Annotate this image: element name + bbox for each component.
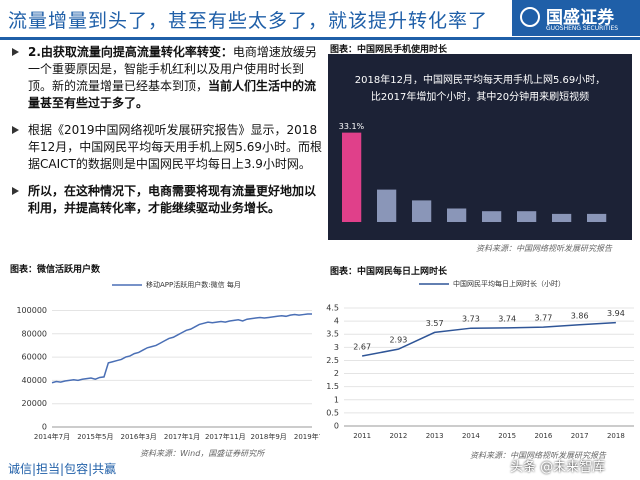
y-tick-label: 3.5 xyxy=(326,330,339,339)
line xyxy=(361,321,616,357)
data-label: 3.86 xyxy=(571,311,589,320)
bar xyxy=(517,211,537,222)
footer: 诚信|担当|包容|共赢 xyxy=(8,462,117,476)
y-tick-label: 2 xyxy=(334,369,339,378)
logo: 国盛证券 GUOSHENG SECURITIES xyxy=(512,0,640,36)
y-tick-label: 0.5 xyxy=(326,408,339,417)
bar xyxy=(447,208,467,222)
data-label: 2.67 xyxy=(353,342,371,351)
x-tick-label: 2015 xyxy=(498,432,516,440)
logo-text: 国盛证券 xyxy=(546,8,614,28)
text: 2.由获取流量向提高流量转化率转变： xyxy=(28,45,233,59)
y-tick-label: 80000 xyxy=(22,329,47,338)
bullets: 2.由获取流量向提高流量转化率转变：电商增速放缓另一个重要原因是，智能手机红利以… xyxy=(8,44,323,227)
y-tick-label: 40000 xyxy=(22,376,47,385)
data-label: 3.74 xyxy=(498,314,516,323)
bullet: 根据《2019中国网络视听发展研究报告》显示，2018年12月，中国网民平均每天… xyxy=(8,122,323,173)
x-tick-label: 2013 xyxy=(426,432,444,440)
x-tick-label: 2014 xyxy=(462,432,480,440)
y-tick-label: 100000 xyxy=(16,306,47,315)
y-tick-label: 2.5 xyxy=(326,356,339,365)
y-tick-label: 4.5 xyxy=(326,304,339,313)
y-tick-label: 3 xyxy=(334,343,339,352)
watermark: 头条 @未来智库 xyxy=(510,460,606,475)
x-tick-label: 2014年7月 xyxy=(34,432,70,441)
legend: 移动APP活跃用户数:微信 每月 xyxy=(146,280,241,289)
y-tick-label: 1 xyxy=(334,395,339,404)
title: 流量增量到头了，甚至有些太多了，就该提升转化率了 xyxy=(8,10,489,32)
bullet: 2.由获取流量向提高流量转化率转变：电商增速放缓另一个重要原因是，智能手机红利以… xyxy=(8,44,323,112)
title-rule xyxy=(0,37,640,40)
y-tick-label: 4 xyxy=(334,317,339,326)
source: 资料来源：中国网络视听发展研究报告 xyxy=(476,244,612,253)
bar xyxy=(587,213,607,222)
data-label: 3.94 xyxy=(607,309,625,318)
x-tick-label: 2017 xyxy=(571,432,589,440)
x-tick-label: 2017年11月 xyxy=(205,432,246,441)
photo-chart: 2018年12月，中国网民平均每天用手机上网5.69小时， 比2017年增加个小时… xyxy=(328,54,632,240)
logo-icon xyxy=(520,7,540,27)
x-tick-label: 2011 xyxy=(353,432,371,440)
x-tick-label: 2015年5月 xyxy=(77,432,113,441)
x-tick-label: 2017年1月 xyxy=(164,432,200,441)
y-tick-label: 60000 xyxy=(22,353,47,362)
logo-sub: GUOSHENG SECURITIES xyxy=(546,25,619,32)
chart: 中国网民平均每日上网时长（小时） 0 0.5 1 1.5 2 2.5 3 3.5 4 4.5 2011… xyxy=(326,279,634,440)
text: 所以，在这种情况下，电商需要将现有流量更好地加以利用，并提高转化率，才能继续驱动… xyxy=(28,184,317,215)
chart: 移动APP活跃用户数:微信 每月 0 20000 40000 60000 80000 100… xyxy=(16,280,320,441)
y-tick-label: 20000 xyxy=(22,399,47,408)
bar xyxy=(377,189,397,222)
x-tick-label: 2018年9月 xyxy=(251,432,287,441)
bar xyxy=(342,132,362,222)
headline: 比2017年增加个小时，其中20分钟用来刷短视频 xyxy=(371,90,589,103)
text: 当前人们生活中的流量甚至有些过于多了。 xyxy=(28,79,317,110)
headline: 2018年12月，中国网民平均每天用手机上网5.69小时， xyxy=(355,73,605,86)
x-tick-label: 2016年3月 xyxy=(121,432,157,441)
data-label: 3.73 xyxy=(462,315,480,324)
source: 资料来源：Wind，国盛证券研究所 xyxy=(140,449,265,458)
y-tick-label: 0 xyxy=(334,422,339,431)
line xyxy=(51,313,312,384)
data-label: 3.77 xyxy=(534,314,552,323)
x-tick-label: 2016 xyxy=(534,432,552,440)
x-tick-label: 2019年7月 xyxy=(294,432,320,441)
data-label: 3.57 xyxy=(426,319,444,328)
bar xyxy=(552,213,572,222)
legend: 中国网民平均每日上网时长（小时） xyxy=(453,279,565,288)
caption: 图表：微信活跃用户数 xyxy=(10,265,101,275)
text: 根据《2019中国网络视听发展研究报告》显示，2018年12月，中国网民平均每天… xyxy=(28,123,322,171)
y-tick-label: 0 xyxy=(42,423,47,432)
source: 资料来源：中国网络视听发展研究报告 xyxy=(470,451,606,460)
bullet: 所以，在这种情况下，电商需要将现有流量更好地加以利用，并提高转化率，才能继续驱动… xyxy=(8,183,323,217)
caption: 图表：中国网民每日上网时长 xyxy=(330,267,448,277)
text: 电商增速放缓另一个重要原因是，智能手机红利以及用户使用时长到顶。新的流量增量已经… xyxy=(28,45,317,93)
data-label: 2.93 xyxy=(389,336,407,345)
y-tick-label: 1.5 xyxy=(326,382,339,391)
caption: 图表：中国网民手机使用时长 xyxy=(330,45,448,55)
x-tick-label: 2018 xyxy=(607,432,625,440)
bar xyxy=(412,200,432,222)
value-label: 33.1% xyxy=(339,122,365,131)
bar xyxy=(482,211,502,222)
x-tick-label: 2012 xyxy=(389,432,407,440)
